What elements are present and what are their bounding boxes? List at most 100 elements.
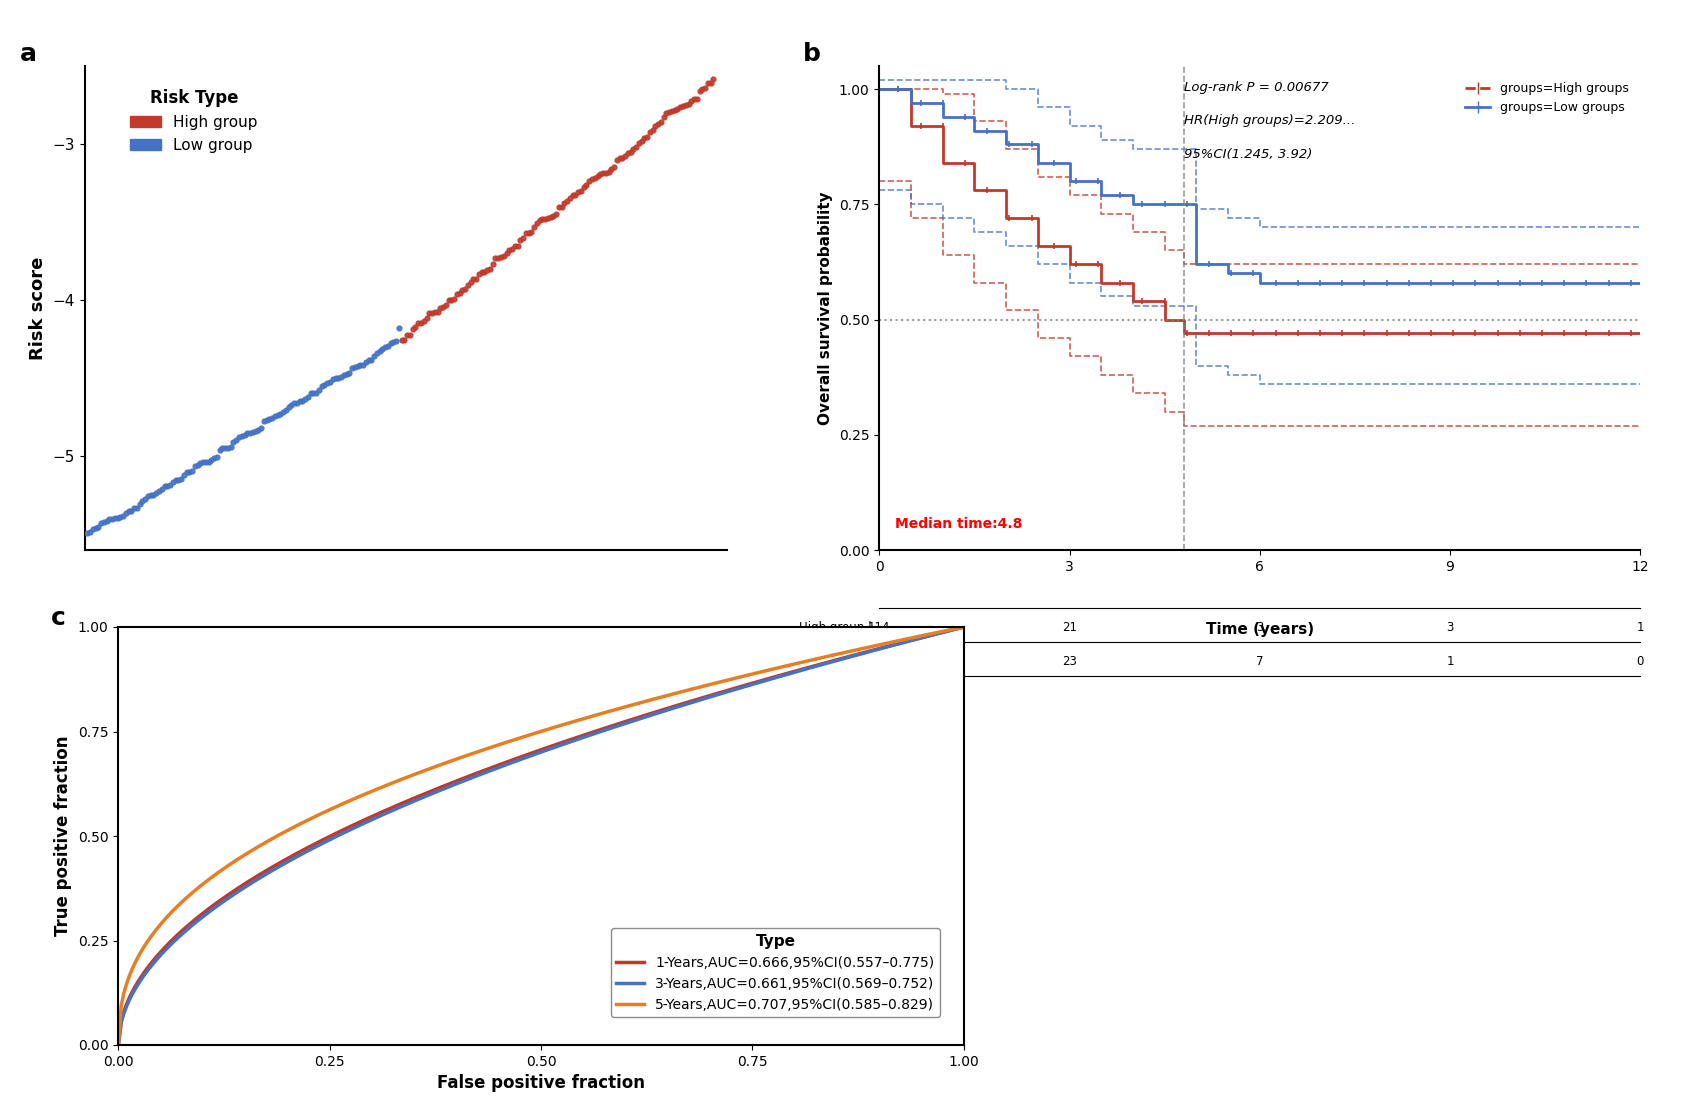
groups=Low groups	[1028, 156, 1048, 169]
Point	[494, 244, 521, 262]
Point	[306, 381, 333, 398]
Legend: High group, Low group: High group, Low group	[125, 84, 264, 158]
Point	[93, 513, 120, 530]
Point	[115, 503, 142, 520]
Point	[430, 298, 457, 316]
Point	[614, 144, 641, 162]
Point	[145, 482, 172, 499]
Text: High group |: High group |	[798, 620, 873, 634]
Point	[123, 498, 150, 516]
Point	[507, 232, 534, 250]
Point	[88, 514, 115, 531]
Text: 114: 114	[867, 620, 891, 634]
Point	[648, 113, 675, 131]
Point	[433, 296, 460, 314]
groups=High groups	[1060, 257, 1081, 271]
Y-axis label: Overall survival probability: Overall survival probability	[818, 191, 834, 425]
Point	[154, 477, 181, 495]
Point	[643, 118, 670, 135]
Point	[216, 438, 244, 455]
1-Years,AUC=0.666,95%CI(0.557–0.775)	[612, 716, 632, 729]
Point	[599, 160, 626, 177]
Point	[289, 393, 316, 410]
Point	[132, 491, 159, 508]
Point	[609, 148, 636, 166]
groups=Low groups	[1123, 198, 1143, 211]
Point	[421, 304, 448, 321]
Point	[418, 304, 445, 321]
Point	[666, 98, 693, 116]
Point	[386, 319, 413, 337]
Point	[649, 108, 676, 125]
Point	[534, 209, 561, 227]
Line: groups=Low groups: groups=Low groups	[879, 89, 1640, 283]
Point	[441, 290, 468, 308]
Point	[468, 263, 495, 280]
Point	[627, 132, 654, 150]
Point	[504, 238, 531, 255]
Legend: groups=High groups, groups=Low groups: groups=High groups, groups=Low groups	[1459, 77, 1634, 119]
1-Years,AUC=0.666,95%CI(0.557–0.775)	[108, 1038, 129, 1052]
groups=High groups	[1174, 327, 1194, 340]
Point	[538, 208, 565, 226]
Point	[237, 424, 264, 441]
Text: a: a	[20, 42, 37, 66]
Point	[105, 509, 132, 527]
Point	[167, 471, 194, 488]
Point	[636, 123, 663, 141]
Point	[565, 183, 592, 200]
5-Years,AUC=0.707,95%CI(0.585–0.829)	[626, 697, 646, 711]
Point	[333, 365, 360, 383]
Point	[203, 449, 230, 466]
Point	[101, 509, 129, 527]
Point	[369, 340, 396, 358]
groups=High groups	[933, 156, 954, 169]
Point	[76, 524, 103, 541]
Point	[223, 431, 250, 449]
Point	[79, 520, 107, 538]
Point	[267, 405, 294, 422]
Point	[501, 238, 528, 255]
Legend: 1-Years,AUC=0.666,95%CI(0.557–0.775), 3-Years,AUC=0.661,95%CI(0.569–0.752), 5-Ye: 1-Years,AUC=0.666,95%CI(0.557–0.775), 3-…	[610, 928, 940, 1018]
Point	[670, 97, 697, 114]
5-Years,AUC=0.707,95%CI(0.585–0.829)	[609, 702, 629, 715]
Point	[477, 261, 504, 278]
Point	[485, 249, 512, 266]
Point	[83, 519, 110, 537]
Point	[255, 410, 282, 428]
groups=High groups	[1187, 327, 1207, 340]
Point	[372, 338, 399, 355]
3-Years,AUC=0.661,95%CI(0.569–0.752)	[108, 1038, 129, 1052]
Point	[626, 134, 653, 152]
Point	[338, 360, 365, 377]
Point	[74, 525, 101, 542]
Point	[120, 499, 147, 517]
1-Years,AUC=0.666,95%CI(0.557–0.775)	[954, 620, 974, 634]
Point	[140, 486, 167, 504]
Point	[521, 219, 548, 236]
Point	[206, 441, 233, 459]
Point	[529, 210, 556, 228]
Point	[129, 493, 156, 510]
Point	[303, 384, 330, 402]
Point	[482, 250, 509, 267]
Point	[247, 419, 274, 437]
Point	[85, 518, 112, 536]
groups=Low groups	[933, 110, 954, 123]
Point	[617, 143, 644, 161]
Text: 3: 3	[1446, 620, 1454, 634]
Point	[159, 473, 186, 491]
X-axis label: Time (years): Time (years)	[1206, 623, 1314, 637]
groups=High groups	[1630, 327, 1650, 340]
Point	[438, 292, 465, 309]
Point	[495, 241, 523, 258]
Point	[98, 510, 125, 528]
Point	[578, 170, 605, 188]
Point	[561, 186, 588, 204]
Text: 7: 7	[1256, 654, 1263, 668]
3-Years,AUC=0.661,95%CI(0.569–0.752)	[820, 656, 840, 669]
Point	[269, 403, 296, 420]
Point	[605, 150, 632, 167]
Point	[455, 276, 482, 294]
Point	[176, 463, 203, 481]
